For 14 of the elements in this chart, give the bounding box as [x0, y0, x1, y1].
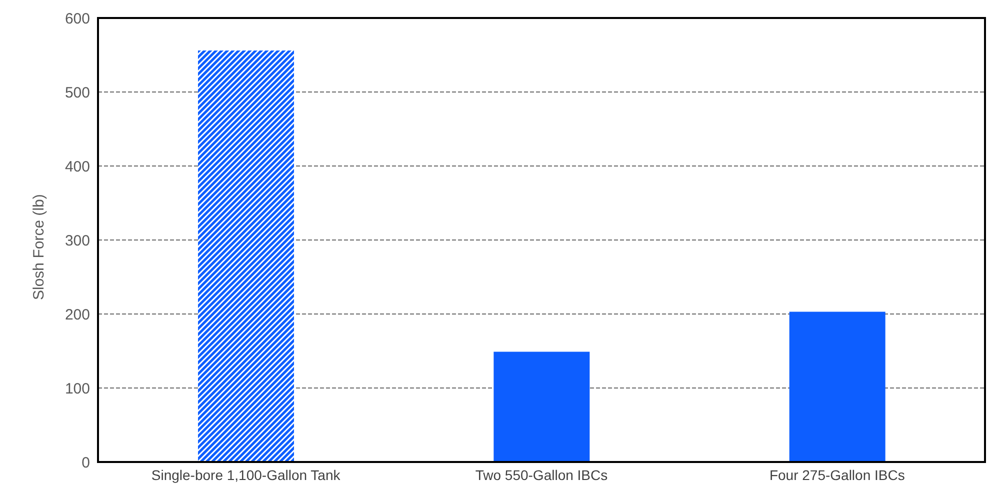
y-tick-label: 600	[64, 10, 90, 28]
y-tick-label: 0	[82, 454, 90, 472]
bar	[198, 50, 294, 462]
y-tick-label: 400	[64, 158, 90, 176]
y-tick-label: 100	[64, 380, 90, 398]
y-tick-label: 200	[64, 306, 90, 324]
bar	[789, 312, 886, 462]
y-tick-label: 500	[64, 84, 90, 102]
x-tick-label: Two 550-Gallon IBCs	[475, 466, 608, 483]
y-tick-label: 300	[64, 232, 90, 250]
x-tick-label: Four 275-Gallon IBCs	[769, 466, 905, 483]
y-axis-title: Slosh Force (lb)	[30, 194, 48, 300]
bar	[494, 352, 590, 462]
x-tick-label: Single-bore 1,100-Gallon Tank	[151, 466, 342, 483]
